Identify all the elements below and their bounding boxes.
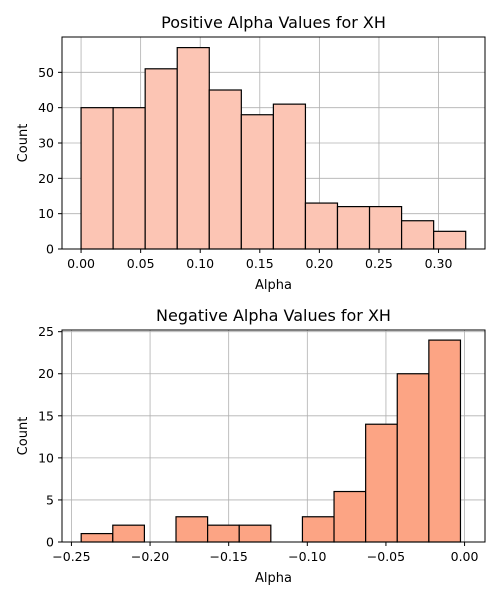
- chart-1-ytick-label: 30: [38, 136, 54, 151]
- chart-1-bar-3: [144, 68, 178, 250]
- chart-2-bar-4: [175, 516, 209, 543]
- chart-1-xtick-label: 0.00: [67, 256, 95, 271]
- chart-1: 0.00 0.05 0.10 0.15 0.20 0.25 0.30 0 10 20 30 40 50 P…: [16, 13, 486, 293]
- chart-2-ytick-label: 0: [46, 535, 54, 550]
- chart-1-title: Positive Alpha Values for XH: [161, 13, 386, 32]
- chart-2-bar-8: [301, 516, 335, 543]
- chart-2-xtick-label: −0.20: [131, 549, 169, 564]
- chart-1-bar-9: [336, 206, 371, 250]
- chart-1-bar-2: [112, 107, 146, 250]
- chart-2-xtick-label: −0.15: [210, 549, 248, 564]
- chart-2-title: Negative Alpha Values for XH: [156, 306, 391, 325]
- chart-2-ytick-label: 10: [38, 450, 54, 465]
- chart-2-ytick-label: 15: [38, 408, 54, 423]
- chart-1-bar-11: [400, 220, 435, 250]
- chart-1-ytick-label: 50: [38, 65, 54, 80]
- chart-1-xtick-label: 0.05: [127, 256, 155, 271]
- chart-2-xtick-label: −0.10: [288, 549, 326, 564]
- chart-2-bar-11: [396, 373, 430, 543]
- chart-1-bar-7: [272, 103, 307, 250]
- chart-1-xtick-label: 0.25: [365, 256, 393, 271]
- chart-2: −0.25 −0.20 −0.15 −0.10 −0.05 0.00 0 5 10 15 20 25 N…: [16, 306, 486, 586]
- chart-2-xtick-label: −0.05: [367, 549, 405, 564]
- chart-2-axes-frame: [61, 329, 486, 543]
- chart-1-xlabel: Alpha: [255, 278, 292, 293]
- chart-1-ytick-label: 40: [38, 100, 54, 115]
- chart-2-bar-1: [80, 532, 114, 543]
- chart-1-ylabel: Count: [16, 124, 31, 163]
- chart-1-ytick-label: 20: [38, 171, 54, 186]
- chart-1-bar-10: [368, 206, 403, 250]
- chart-2-bar-12: [428, 339, 462, 543]
- chart-1-xtick-label: 0.30: [425, 256, 453, 271]
- chart-2-xlabel: Alpha: [255, 571, 292, 586]
- chart-1-bar-8: [304, 202, 339, 250]
- chart-2-bar-5: [207, 524, 240, 543]
- chart-1-bar-12: [433, 230, 467, 250]
- chart-2-ytick-label: 5: [46, 492, 54, 507]
- chart-2-ytick-label: 20: [38, 366, 54, 381]
- chart-1-bar-1: [80, 107, 114, 250]
- chart-1-xtick-label: 0.20: [305, 256, 333, 271]
- chart-2-bar-6: [238, 524, 272, 543]
- chart-1-xtick-label: 0.15: [246, 256, 274, 271]
- chart-2-ytick-label: 25: [38, 324, 54, 339]
- chart-1-bar-5: [208, 89, 242, 250]
- chart-1-bar-6: [240, 114, 274, 250]
- chart-1-xtick-label: 0.10: [186, 256, 214, 271]
- chart-2-bar-10: [365, 423, 398, 543]
- chart-1-ytick-label: 10: [38, 206, 54, 221]
- chart-1-ytick-label: 0: [46, 242, 54, 257]
- chart-2-xtick-label: 0.00: [451, 549, 479, 564]
- chart-2-xtick-label: −0.25: [52, 549, 90, 564]
- chart-1-bar-4: [176, 46, 210, 250]
- chart-2-ylabel: Count: [16, 417, 31, 456]
- chart-2-bar-2: [112, 524, 145, 543]
- chart-2-bar-9: [333, 490, 367, 543]
